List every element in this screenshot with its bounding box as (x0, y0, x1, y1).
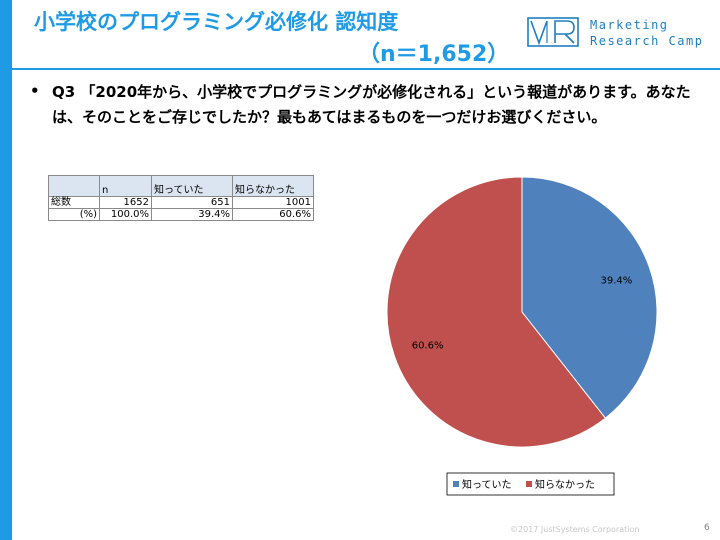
legend-swatch (453, 481, 459, 487)
legend-label: 知っていた (462, 478, 512, 491)
pie-data-label: 60.6% (412, 341, 444, 352)
legend-swatch (526, 481, 532, 487)
legend-label: 知らなかった (535, 478, 595, 491)
copyright-footer: ©2017 JustSystems Corporation (510, 525, 639, 534)
pie-chart: 39.4% 60.6% 知っていた 知らなかった (0, 0, 720, 540)
pie-data-label: 39.4% (601, 275, 633, 286)
page-number: 6 (704, 523, 710, 533)
